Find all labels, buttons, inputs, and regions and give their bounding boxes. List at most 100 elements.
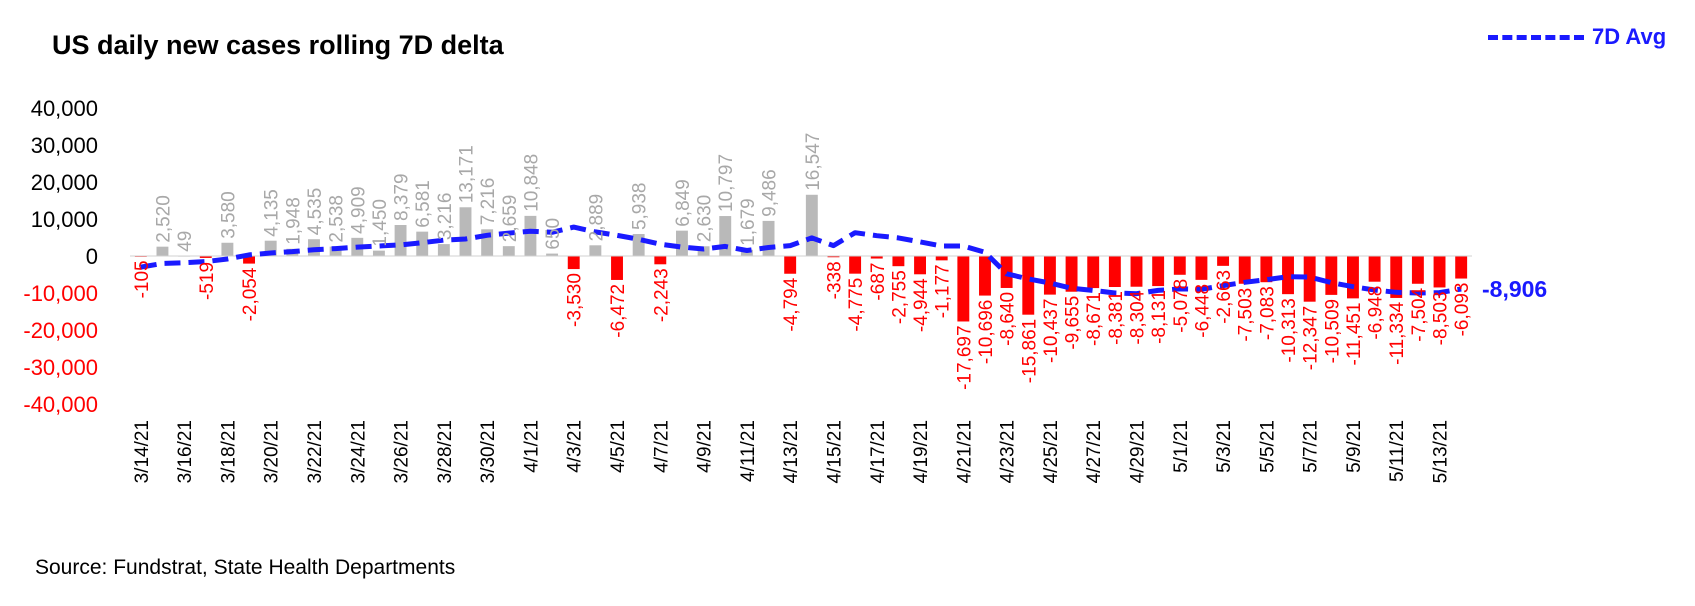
data-label: 2,630	[695, 195, 716, 243]
data-label: 16,547	[803, 133, 824, 191]
data-label: 9,486	[760, 169, 781, 217]
x-tick-label: 5/9/21	[1344, 420, 1365, 473]
bar	[849, 256, 862, 274]
bar	[243, 256, 256, 264]
data-label: 6,849	[673, 179, 694, 227]
data-label: -8,131	[1149, 290, 1170, 344]
legend: 7D Avg	[1488, 24, 1666, 50]
bar	[1282, 256, 1294, 295]
data-label: -12,347	[1301, 306, 1322, 370]
bar	[459, 207, 472, 256]
data-label: 3,580	[218, 191, 239, 239]
x-tick-label: 5/1/21	[1171, 420, 1192, 473]
data-label: 2,889	[586, 194, 607, 242]
data-label: 10,797	[716, 154, 737, 212]
x-tick-label: 4/27/21	[1084, 420, 1105, 483]
bar	[979, 256, 991, 296]
x-tick-label: 3/18/21	[218, 420, 239, 483]
y-tick-label: 0	[86, 244, 98, 269]
bar	[1000, 256, 1013, 288]
bar	[567, 256, 580, 270]
data-label: 13,171	[456, 145, 477, 203]
chart-title: US daily new cases rolling 7D delta	[52, 30, 504, 60]
y-axis: 40,000 30,000 20,000 10,000 0 -10,000 -20,000 -…	[23, 96, 98, 417]
bar	[784, 256, 797, 274]
x-tick-label: 4/17/21	[868, 420, 889, 483]
data-label: 2,520	[153, 195, 174, 243]
avg-line-layer	[140, 224, 1462, 297]
y-tick-label: 20,000	[31, 170, 98, 195]
data-label: 2,538	[327, 195, 348, 243]
data-label: -3,530	[565, 273, 586, 327]
y-tick-label: -30,000	[23, 355, 98, 380]
x-tick-label: 4/11/21	[738, 420, 759, 482]
bar	[892, 256, 905, 267]
y-tick-label: 10,000	[31, 207, 98, 232]
x-tick-label: 4/19/21	[911, 420, 932, 483]
data-label: 1,948	[283, 197, 304, 245]
data-label: 7,216	[478, 178, 499, 226]
data-label: -519	[197, 262, 218, 300]
bar	[546, 253, 559, 256]
avg-last-value-label: -8,906	[1482, 276, 1547, 302]
x-tick-label: 3/30/21	[478, 420, 499, 483]
data-label: -4,944	[911, 278, 932, 332]
x-tick-label: 4/7/21	[651, 420, 672, 473]
data-label: -105	[132, 260, 153, 298]
source-note: Source: Fundstrat, State Health Departme…	[35, 556, 456, 579]
data-label: -4,794	[781, 277, 802, 331]
bar	[1043, 256, 1056, 295]
data-label: 2,659	[500, 195, 521, 243]
avg-series-line	[140, 224, 1462, 297]
data-label: -8,381	[1106, 291, 1127, 345]
data-label: -11,334	[1387, 301, 1408, 364]
bar	[1022, 256, 1035, 315]
bar	[1130, 256, 1143, 287]
bar	[870, 256, 883, 259]
bar	[1303, 256, 1316, 302]
data-label: -5,078	[1171, 279, 1192, 333]
bar	[827, 256, 840, 258]
bar	[675, 230, 688, 256]
bar	[502, 246, 515, 256]
bar	[1260, 256, 1273, 283]
data-label: 4,909	[348, 186, 369, 234]
bar	[719, 216, 732, 256]
x-tick-label: 4/21/21	[954, 420, 975, 483]
x-tick-label: 3/26/21	[392, 420, 413, 483]
bar	[1325, 256, 1338, 295]
bar	[762, 220, 775, 256]
bar	[1173, 256, 1186, 275]
data-label: 1,679	[738, 198, 759, 246]
data-label: -7,504	[1409, 287, 1430, 341]
bar	[199, 256, 212, 258]
x-axis: 3/14/21 3/16/21 3/18/21 3/20/21 3/22/21 3/24/…	[132, 420, 1452, 483]
x-tick-label: 4/29/21	[1128, 420, 1149, 483]
bar	[1238, 256, 1251, 284]
bar	[1217, 256, 1230, 266]
x-tick-label: 4/23/21	[998, 420, 1019, 483]
y-tick-label: -20,000	[23, 318, 98, 343]
bar	[416, 231, 429, 256]
x-tick-label: 3/28/21	[435, 420, 456, 483]
data-label: 4,135	[262, 189, 283, 237]
bar	[1152, 256, 1165, 287]
data-label: 5,938	[630, 182, 651, 230]
x-tick-label: 4/3/21	[565, 420, 586, 473]
y-tick-label: 30,000	[31, 133, 98, 158]
bar	[1368, 256, 1381, 282]
data-label: 49	[175, 231, 196, 252]
bar	[957, 256, 970, 322]
y-tick-label: -40,000	[23, 392, 98, 417]
data-label: -2,243	[651, 268, 672, 322]
x-tick-label: 4/25/21	[1041, 420, 1062, 483]
x-tick-label: 3/22/21	[305, 420, 326, 483]
data-label: -1,177	[933, 264, 954, 318]
bar	[1108, 256, 1121, 288]
data-label: -2,755	[889, 270, 910, 324]
data-label: -2,054	[240, 267, 261, 321]
bar	[524, 215, 537, 256]
data-label: -10,313	[1279, 298, 1300, 362]
bar	[1087, 256, 1100, 289]
data-label: 10,848	[521, 154, 542, 212]
